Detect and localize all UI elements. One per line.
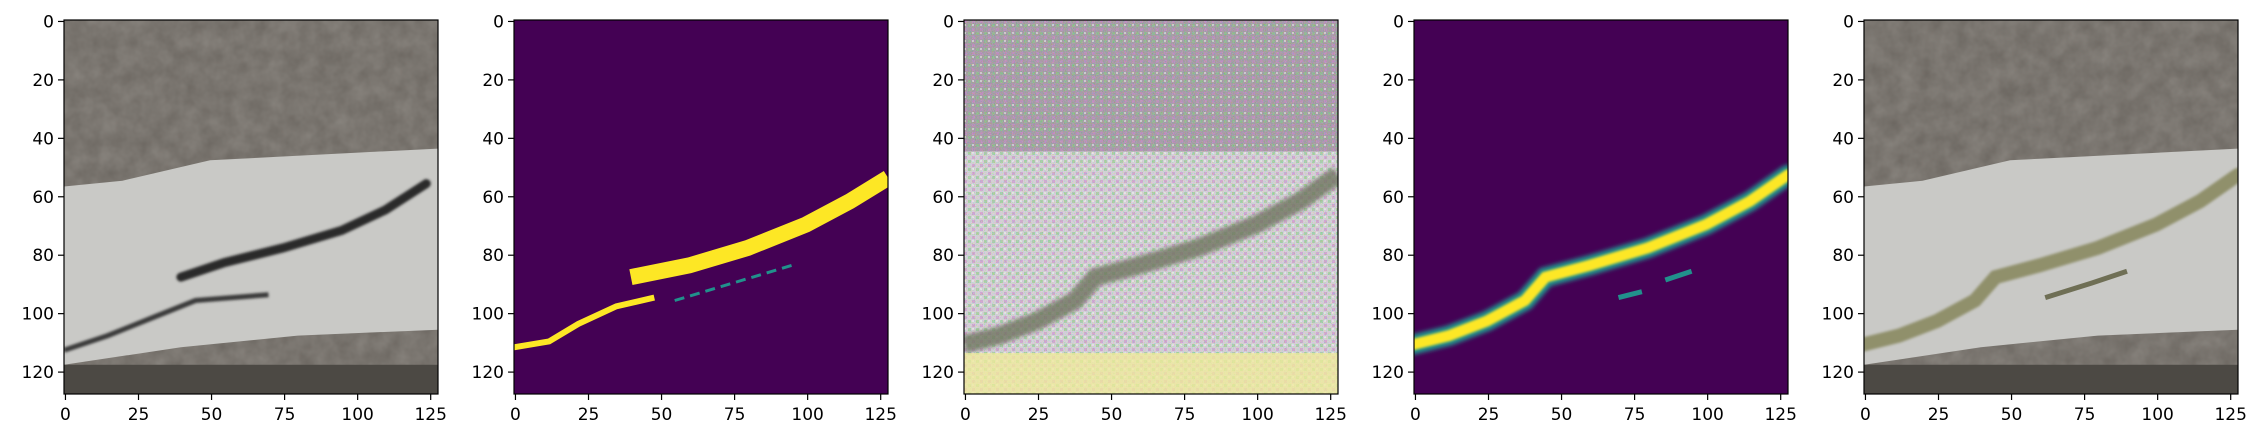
x-tick-label: 0: [1410, 405, 1421, 425]
y-tick-label: 0: [1393, 12, 1404, 32]
x-tick-label: 75: [2074, 405, 2096, 425]
crack-branch: [2044, 268, 2128, 300]
y-tick-label: 40: [932, 129, 954, 149]
panel-input-photo: 0 25 50 75 100 125 0 20 40 60 80 100 120: [22, 12, 447, 425]
noisy-bottom-band: [964, 353, 1338, 394]
soft-fragment-1: [1617, 289, 1643, 301]
x-tick-label: 125: [2214, 405, 2246, 425]
x-tick-label: 50: [1551, 405, 1573, 425]
y-tick-label: 100: [472, 305, 504, 325]
x-tick-label: 25: [128, 405, 150, 425]
panel-overlay-photo-image: [1864, 20, 2238, 394]
y-tick-label: 60: [1832, 188, 1854, 208]
x-tick-label: 50: [651, 405, 673, 425]
x-tick-label: 100: [341, 405, 373, 425]
x-tick-label: 50: [201, 405, 223, 425]
y-tick-label: 100: [22, 305, 54, 325]
x-tick-label: 75: [1624, 405, 1646, 425]
y-tick-label: 120: [1372, 363, 1404, 383]
y-tick-label: 40: [1382, 129, 1404, 149]
lower-soil: [1864, 364, 2238, 394]
panel-overlay-photo: 0 25 50 75 100 125 0 20 40 60 80 100 120: [1822, 12, 2247, 425]
x-tick-label: 0: [960, 405, 971, 425]
panel-input-photo-image: [64, 20, 438, 394]
y-tick-label: 20: [1382, 71, 1404, 91]
crack-lower: [64, 292, 269, 353]
x-tick-label: 125: [1314, 405, 1346, 425]
crack-main: [176, 179, 431, 282]
y-tick-label: 80: [1832, 246, 1854, 266]
x-tick-label: 125: [414, 405, 446, 425]
x-tick-label: 75: [274, 405, 296, 425]
x-tick-label: 25: [1028, 405, 1050, 425]
panel-predicted-mask-image: [1414, 20, 1788, 394]
x-tick-label: 75: [1174, 405, 1196, 425]
y-tick-label: 40: [1832, 129, 1854, 149]
x-tick-label: 125: [1764, 405, 1796, 425]
panel-predicted-mask: 0 25 50 75 100 125 0 20 40 60 80 100 120: [1372, 12, 1797, 425]
lower-soil: [64, 364, 438, 394]
y-tick-label: 0: [943, 12, 954, 32]
panel-ground-truth-mask-image: [514, 20, 888, 394]
axes-frame: [1863, 19, 2239, 395]
y-tick-label: 100: [922, 305, 954, 325]
panel-generated-image-image: [964, 20, 1338, 394]
x-tick-label: 100: [1691, 405, 1723, 425]
mask-crack-lower: [514, 294, 655, 351]
y-tick-label: 80: [32, 246, 54, 266]
x-tick-label: 25: [1478, 405, 1500, 425]
x-tick-label: 75: [724, 405, 746, 425]
y-tick-label: 60: [482, 188, 504, 208]
y-tick-label: 20: [482, 71, 504, 91]
y-tick-label: 80: [482, 246, 504, 266]
axes-frame: [1413, 19, 1789, 395]
y-tick-label: 20: [1832, 71, 1854, 91]
panel-generated-image: 0 25 50 75 100 125 0 20 40 60 80 100 120: [922, 12, 1347, 425]
y-tick-label: 60: [32, 188, 54, 208]
y-tick-label: 120: [1822, 363, 1854, 383]
y-tick-label: 80: [932, 246, 954, 266]
soft-fragment-2: [1664, 268, 1693, 283]
y-tick-label: 100: [1822, 305, 1854, 325]
y-tick-label: 20: [932, 71, 954, 91]
y-tick-label: 60: [1382, 188, 1404, 208]
mask-crack-main: [629, 170, 888, 285]
y-tick-label: 120: [922, 363, 954, 383]
x-tick-label: 50: [2001, 405, 2023, 425]
x-tick-label: 0: [510, 405, 521, 425]
crack-overlay: [1864, 167, 2238, 352]
y-tick-label: 20: [32, 71, 54, 91]
x-tick-label: 125: [864, 405, 896, 425]
y-tick-label: 120: [472, 363, 504, 383]
y-tick-label: 0: [493, 12, 504, 32]
x-tick-label: 25: [578, 405, 600, 425]
soft-core: [1414, 169, 1788, 350]
y-tick-label: 0: [43, 12, 54, 32]
y-tick-label: 100: [1372, 305, 1404, 325]
axes-frame: [63, 19, 439, 395]
x-tick-label: 100: [2141, 405, 2173, 425]
y-tick-label: 120: [22, 363, 54, 383]
panel-ground-truth-mask: 0 25 50 75 100 125 0 20 40 60 80 100 120: [472, 12, 897, 425]
y-tick-label: 80: [1382, 246, 1404, 266]
noisy-crack: [964, 167, 1338, 354]
x-tick-label: 100: [791, 405, 823, 425]
x-tick-label: 100: [1241, 405, 1273, 425]
y-tick-label: 40: [32, 129, 54, 149]
axes-frame: [513, 19, 889, 395]
y-tick-label: 60: [932, 188, 954, 208]
mask-crack-thin: [674, 263, 793, 302]
x-tick-label: 25: [1928, 405, 1950, 425]
x-tick-label: 0: [1860, 405, 1871, 425]
axes-frame: [963, 19, 1339, 395]
x-tick-label: 50: [1101, 405, 1123, 425]
panels: 0 25 50 75 100 125 0 20 40 60 80 100 120 0 25 50 75 100 12…: [22, 12, 2247, 425]
y-tick-label: 0: [1843, 12, 1854, 32]
x-tick-label: 0: [60, 405, 71, 425]
y-tick-label: 40: [482, 129, 504, 149]
